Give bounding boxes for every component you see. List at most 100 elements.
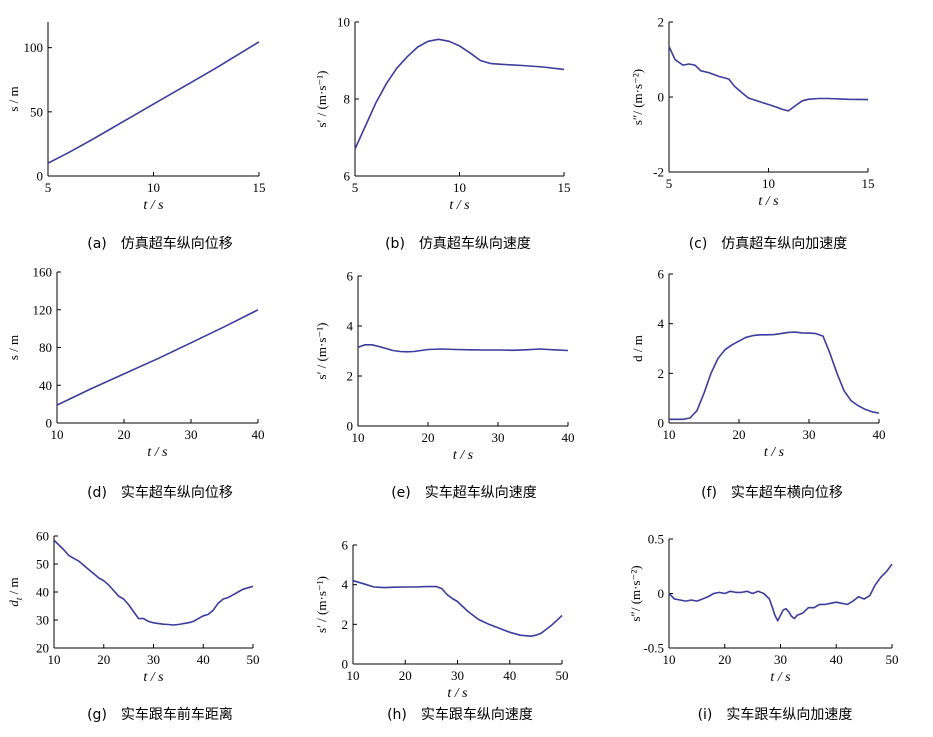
y-tick-label: -0.5: [643, 641, 664, 656]
y-tick-label: 60: [36, 529, 49, 544]
x-tick-label: 20: [97, 652, 110, 667]
x-tick-label: 15: [558, 180, 571, 195]
panel-c: 5 10 15 -2 0 2 t / s s″/ (m·s⁻²) (c) 仿真超车纵向加速度: [630, 15, 875, 253]
panel-caption: (d) 实车超车纵向位移: [87, 484, 233, 501]
y-axis-label-sub: t: [14, 597, 24, 600]
y-tick-label: 6: [344, 169, 351, 184]
panel-b: 5 10 15 6 8 10 t / s s′ / (m·s⁻¹) (b) 仿真超车纵向速度: [314, 15, 571, 253]
series-line: [47, 41, 260, 164]
x-tick-label: 30: [451, 668, 464, 683]
x-tick-label: 30: [147, 652, 160, 667]
x-tick-label: 20: [118, 427, 131, 442]
y-tick-label: 0: [46, 416, 53, 431]
panel-caption: (c) 仿真超车纵向加速度: [689, 235, 848, 252]
x-tick-label: 50: [247, 652, 260, 667]
y-tick-label: 0: [347, 419, 354, 434]
y-tick-label: 0: [37, 169, 44, 184]
x-tick-label: 10: [762, 176, 775, 191]
x-tick-label: 30: [185, 427, 198, 442]
x-tick-label: 10: [48, 652, 61, 667]
x-axis-label: t / s: [449, 198, 470, 213]
y-tick-label: 4: [658, 316, 665, 331]
series-line: [357, 344, 569, 353]
y-tick-label: 6: [342, 538, 349, 553]
y-tick-label: 40: [36, 585, 49, 600]
y-tick-label: 20: [36, 641, 49, 656]
panel-caption: (b) 仿真超车纵向速度: [385, 235, 531, 252]
y-tick-label: 6: [658, 267, 665, 282]
y-tick-label: 160: [33, 265, 53, 280]
series-line: [352, 579, 563, 637]
y-axis-label: dt / m: [6, 577, 24, 606]
y-tick-label: 50: [36, 557, 49, 572]
y-tick-label: 2: [342, 617, 349, 632]
x-tick-label: 40: [252, 427, 265, 442]
x-tick-label: 20: [422, 430, 435, 445]
y-tick-label: 0: [658, 416, 665, 431]
y-axis-label-unit: / m: [6, 577, 21, 597]
y-tick-label: 8: [344, 92, 351, 107]
panel-i: 10 20 30 40 50 -0.5 0 0.5 t / s s″/ (m·s⁻²) (i) 实车…: [628, 532, 899, 724]
x-axis-label: t / s: [447, 686, 468, 701]
series-line: [53, 539, 254, 626]
x-axis-label: t / s: [770, 670, 791, 685]
y-axis-label: s / m: [6, 86, 21, 111]
y-tick-label: 0.5: [648, 532, 664, 547]
y-tick-label: -2: [653, 165, 664, 180]
y-tick-label: 100: [24, 40, 44, 55]
x-tick-label: 20: [399, 668, 412, 683]
series-line: [668, 563, 893, 622]
x-tick-label: 50: [886, 652, 899, 667]
y-tick-label: 80: [39, 340, 52, 355]
panel-caption: (i) 实车跟车纵向加速度: [698, 706, 853, 723]
x-axis-label: t / s: [143, 670, 164, 685]
x-tick-label: 10: [51, 427, 64, 442]
panel-e: 10 20 30 40 0 2 4 6 t / s s′ / (m·s⁻¹) (e) 实车超车纵向速…: [314, 269, 575, 502]
panel-a: 5 10 15 0 50 100 t / s s / m (a) 仿真超车纵向位移: [6, 22, 266, 252]
series-line: [56, 309, 259, 406]
x-tick-label: 5: [352, 180, 359, 195]
x-tick-label: 40: [873, 427, 886, 442]
y-axis-label: s″/ (m·s⁻²): [628, 565, 643, 621]
y-axis-label-main: d: [6, 600, 21, 607]
panel-caption: (f) 实车超车横向位移: [701, 484, 843, 501]
y-tick-label: 10: [337, 15, 350, 30]
series-line: [354, 38, 565, 150]
x-tick-label: 10: [352, 430, 365, 445]
x-tick-label: 10: [453, 180, 466, 195]
y-tick-label: 4: [342, 577, 349, 592]
x-tick-label: 10: [147, 180, 160, 195]
x-tick-label: 30: [803, 427, 816, 442]
panel-d: 10 20 30 40 0 40 80 120 160 t / s s / m (d) 实车超车纵向位…: [6, 265, 265, 502]
x-tick-label: 10: [347, 668, 360, 683]
panel-caption: (g) 实车跟车前车距离: [87, 706, 233, 723]
x-axis-label: t / s: [764, 445, 785, 460]
x-tick-label: 40: [562, 430, 575, 445]
y-axis-label: d / m: [630, 335, 645, 362]
panel-caption: (h) 实车跟车纵向速度: [387, 706, 533, 723]
x-tick-label: 10: [663, 427, 676, 442]
y-tick-label: 40: [39, 378, 52, 393]
y-axis-label: s′ / (m·s⁻¹): [314, 71, 329, 128]
y-tick-label: 6: [347, 269, 354, 284]
x-axis-label: t / s: [143, 198, 164, 213]
y-tick-label: 0: [658, 586, 665, 601]
series-line: [669, 331, 880, 421]
x-axis-label: t / s: [758, 194, 779, 209]
x-tick-label: 20: [733, 427, 746, 442]
y-tick-label: 0: [658, 90, 665, 105]
x-tick-label: 40: [830, 652, 843, 667]
y-tick-label: 120: [33, 302, 53, 317]
series-line: [668, 46, 869, 112]
panel-f: 10 20 30 40 0 2 4 6 t / s d / m (f) 实车超车横向位移: [630, 267, 886, 502]
x-tick-label: 15: [862, 176, 875, 191]
x-tick-label: 5: [666, 176, 673, 191]
panel-h: 10 20 30 40 50 0 2 4 6 t / s s′ / (m·s⁻¹) (h) 实车跟车纵…: [314, 538, 569, 724]
x-axis-label: t / s: [453, 448, 474, 463]
y-tick-label: 2: [658, 366, 665, 381]
y-axis-label: s′ / (m·s⁻¹): [314, 323, 329, 380]
y-axis-label: s′ / (m·s⁻¹): [314, 576, 329, 633]
y-axis-label: s / m: [6, 335, 21, 360]
